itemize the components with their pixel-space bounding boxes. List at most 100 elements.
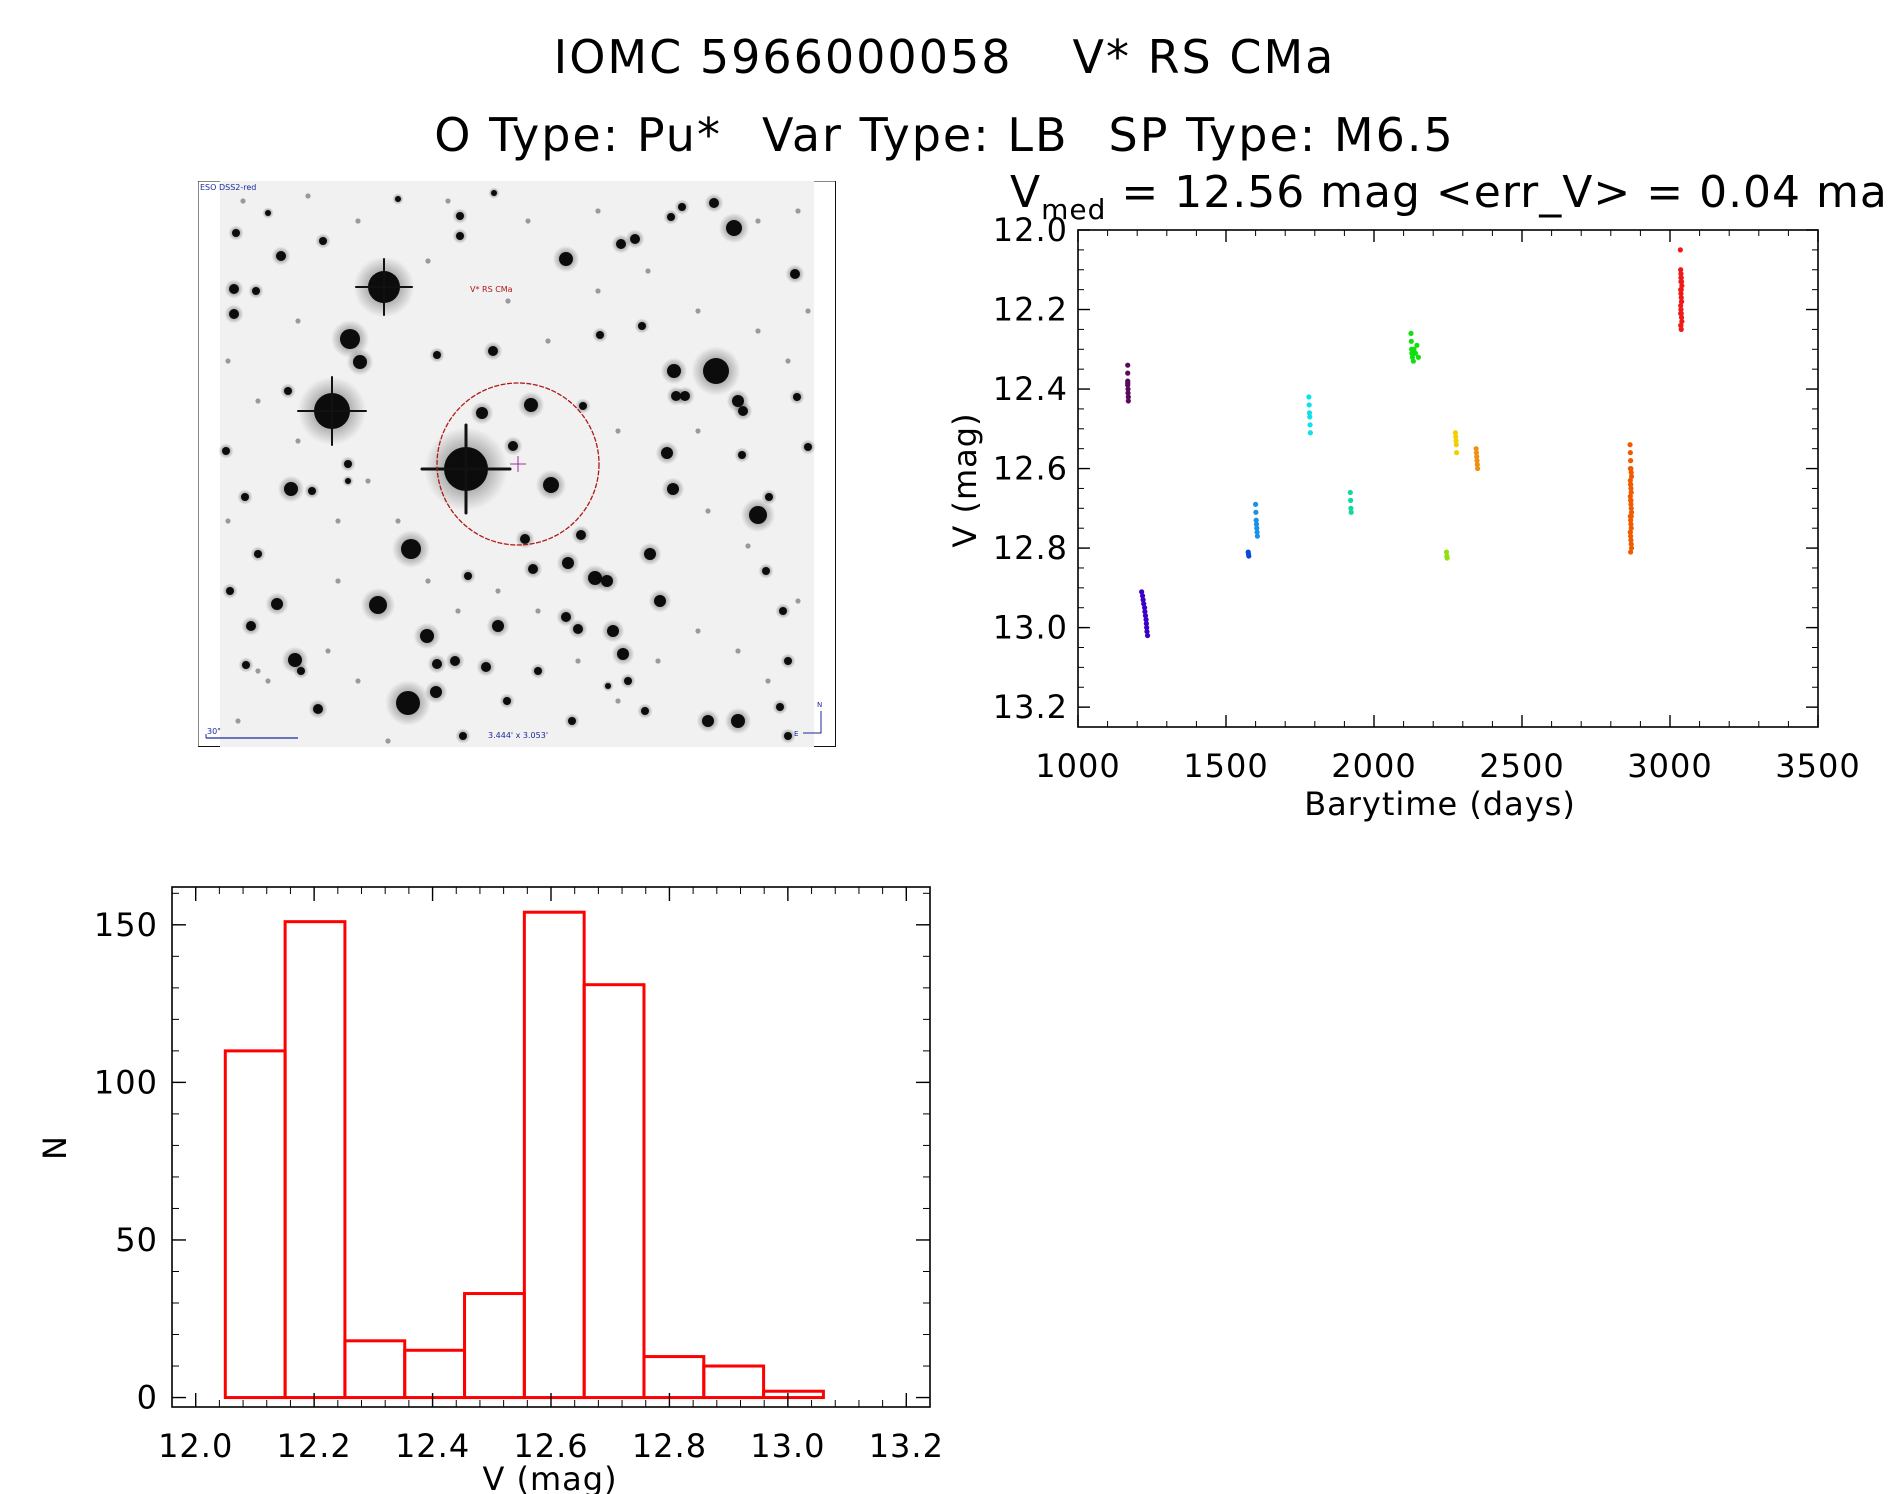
light-curve-point [1253,501,1259,507]
light-curve-point [1408,330,1414,336]
histogram-bar [403,1348,467,1400]
light-curve-point [1306,394,1312,400]
light-curve-point [1253,509,1259,515]
light-curve-chart: Vmed = 12.56 mag <err_V> = 0.04 mag 1000… [946,167,1889,823]
light-curve-point [1144,632,1151,639]
otype-value: Pu* [636,108,722,162]
histogram-bar [702,1364,766,1400]
light-curve-point [1412,350,1419,356]
light-curve-point [1452,430,1458,436]
light-curve-point [1125,394,1131,400]
light-curve-point [1628,473,1635,480]
histogram-xtick-label: 13.0 [750,1427,825,1465]
light-curve-point [1415,354,1421,360]
survey-label: ESO DSS2-red [200,183,256,192]
light-curve-point [1410,358,1416,364]
light-curve-point [1453,438,1459,444]
light-curve-point [1144,628,1150,635]
light-curve-point [1627,529,1633,535]
light-curve-point [1125,386,1131,392]
scale-label: 30" [207,727,221,736]
target-label: V* RS CMa [470,285,513,294]
vartype-value: LB [1007,108,1069,162]
light-curve-point [1348,509,1354,515]
histogram-ylabel: N [36,1136,74,1160]
light-curve-point [1144,625,1150,631]
light-curve-point [1140,597,1146,603]
bright-star-spikes [297,258,512,515]
vartype-label: Var Type: [761,108,991,162]
light-curve-point [1348,497,1354,503]
light-curve-point [1628,489,1634,496]
histogram-xtick-label: 12.4 [395,1427,470,1465]
sptype-label: SP Type: [1108,108,1318,162]
chart-title: IOMC 5966000058 V* RS CMa [0,30,1889,84]
light-curve-point [1628,513,1634,519]
light-curve-point [1141,601,1147,607]
light-curve-point [1628,505,1634,511]
light-curve-xtick-label: 2000 [1331,747,1416,785]
light-curve-ytick-label: 12.4 [993,370,1068,408]
light-curve-ytick-label: 12.2 [993,291,1068,329]
histogram-xtick-label: 13.2 [869,1427,944,1465]
light-curve-xtick-label: 2500 [1479,747,1564,785]
light-curve-ytick-label: 13.0 [993,609,1068,647]
otype-label: O Type: [434,108,621,162]
light-curve-point [1628,541,1634,547]
light-curve-point [1408,338,1414,344]
light-curve-point [1678,287,1684,293]
light-curve-point [1254,529,1260,535]
light-curve-point [1678,302,1684,309]
histogram-chart: 12.0 12.2 12.4 12.6 12.8 13.0 13.2 0 50 100 150 V … [36,886,944,1494]
light-curve-point [1143,617,1149,623]
light-curve-point [1628,521,1634,527]
light-curve-ytick-label: 13.2 [993,688,1068,726]
light-curve-xtick-label: 1000 [1035,747,1120,785]
light-curve-point [1125,370,1131,376]
light-curve-point [1628,458,1634,464]
light-curve-point [1628,545,1635,551]
histogram-bar [582,983,646,1400]
compass-east-label: E [794,730,798,738]
light-curve-point [1678,306,1684,313]
light-curve-point [1677,247,1683,253]
light-curve-point [1628,481,1634,488]
light-curve-point [1307,414,1313,420]
light-curve-point [1474,458,1480,464]
histogram-xtick-label: 12.6 [513,1427,588,1465]
light-curve-point [1142,609,1148,615]
light-curve-point [1628,537,1634,543]
light-curve-point [1254,525,1260,531]
light-curve-point [1627,465,1633,472]
light-curve-point [1628,485,1634,492]
light-curve-point [1411,346,1417,352]
histogram-ytick-label: 50 [115,1221,158,1259]
light-curve-point [1627,450,1633,456]
light-curve-point [1125,390,1131,396]
histogram-ytick-label: 150 [94,906,158,944]
light-curve-point [1678,279,1684,285]
light-curve-xtick-label: 1500 [1183,747,1268,785]
histogram-bar [463,1292,526,1400]
light-curve-point [1628,509,1635,515]
light-curve-point [1139,589,1145,595]
histogram-bar [642,1355,706,1400]
light-curve-point [1444,555,1450,561]
histogram-ytick-label: 0 [137,1379,158,1417]
stat-symbol: V [1010,167,1041,218]
light-curve-ytick-label: 12.0 [993,211,1068,249]
light-curve-point [1307,430,1313,436]
light-curve-point [1678,267,1684,273]
light-curve-point [1139,593,1146,599]
light-curve-point [1678,271,1684,277]
light-curve-point [1678,275,1684,281]
light-curve-point [1474,454,1480,460]
light-curve-point [1347,489,1353,496]
light-curve-point [1254,533,1260,539]
light-curve-point [1142,605,1148,611]
light-curve-xtick-label: 3500 [1775,747,1860,785]
light-curve-ytick-label: 12.8 [993,529,1068,567]
histogram-bar [762,1389,825,1400]
light-curve-point [1473,450,1480,456]
histogram-ytick-label: 100 [94,1063,158,1101]
